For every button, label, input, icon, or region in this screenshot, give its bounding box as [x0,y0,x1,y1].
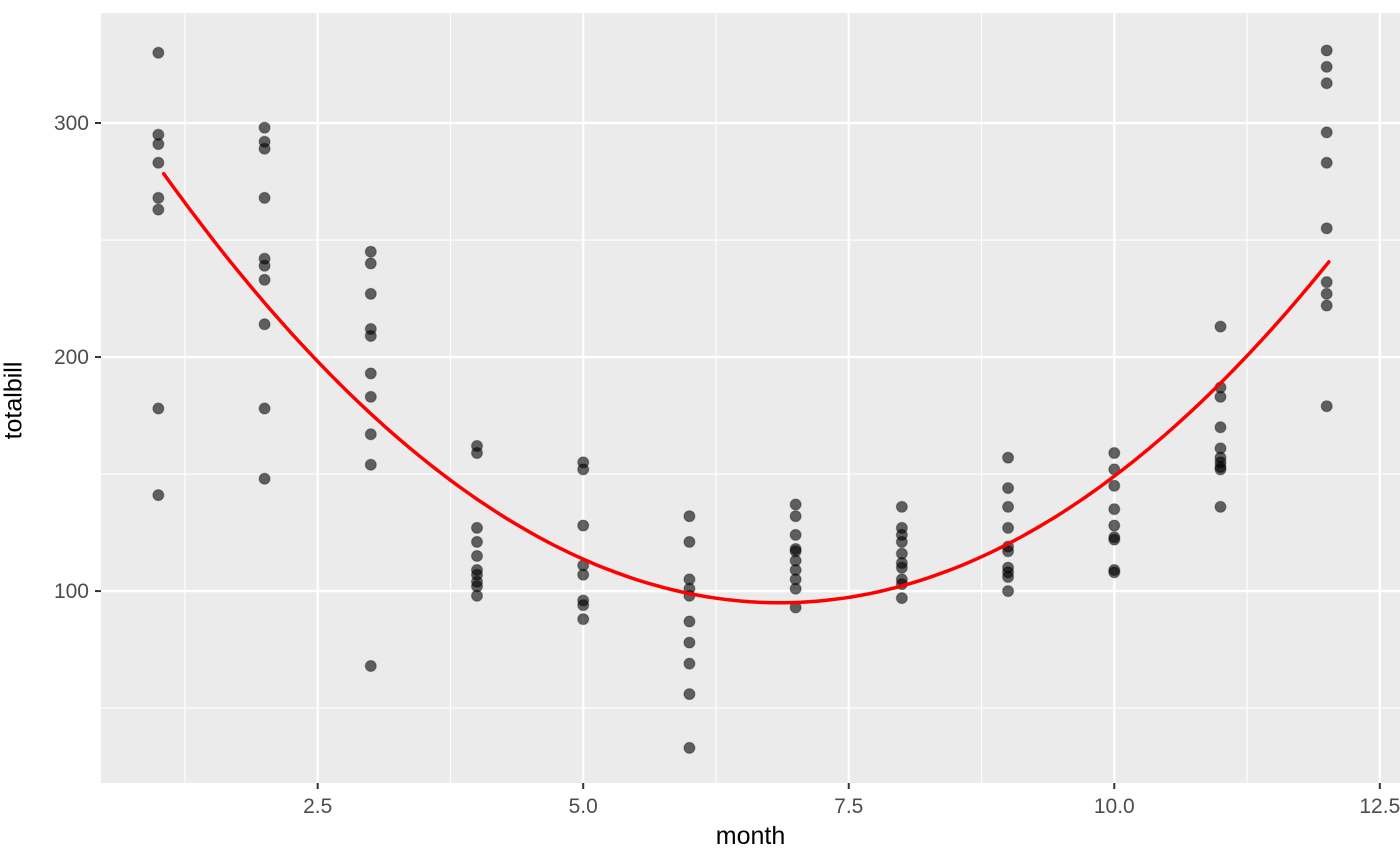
scatter-point [1108,519,1121,532]
scatter-point [1320,77,1333,90]
scatter-point [364,257,377,270]
scatter-point [152,489,165,502]
scatter-point [1108,479,1121,492]
scatter-point [364,329,377,343]
scatter-point [577,613,590,626]
y-tick-label: 100 [54,580,89,603]
y-tick-label: 200 [54,346,89,369]
scatter-point [258,402,271,415]
x-tick-label: 5.0 [569,795,598,818]
scatter-point [258,121,271,134]
x-tick-label: 2.5 [303,795,332,818]
scatter-point [470,549,484,563]
scatter-point [470,446,484,460]
y-tick-label: 300 [54,112,89,135]
scatter-point [1108,446,1121,460]
x-tick-label: 7.5 [834,795,863,818]
scatter-point [1001,482,1015,495]
scatter-point [152,46,165,59]
trend-line [161,171,1331,605]
scatter-point [1214,390,1227,403]
scatter-point [364,287,377,300]
scatter-point [895,500,908,513]
scatter-point [1214,500,1227,513]
scatter-point [470,589,484,602]
scatter-point [152,156,165,169]
scatter-point [895,535,908,549]
scatter-point [152,137,165,151]
scatter-point [1320,44,1333,57]
scatter-point [895,561,908,574]
scatter-point [683,615,696,628]
scatter-point [1108,503,1121,516]
scatter-point [577,519,590,532]
scatter-point [364,390,377,403]
scatter-point [364,367,377,380]
scatter-point [152,191,165,204]
scatter-point [1001,451,1015,464]
scatter-point [1320,299,1333,312]
scatter-point [152,203,165,216]
scatter-point [1320,287,1333,300]
scatter-point [364,659,377,673]
scatter-point [364,428,377,441]
scatter-point [895,592,908,605]
scatter-point [1001,584,1015,598]
scatter-point [1001,570,1015,584]
x-tick-label: 12.5 [1359,795,1400,818]
scatter-point [683,741,696,754]
scatter-point [1320,400,1333,413]
scatter-point [1320,126,1333,139]
scatter-point [683,535,696,549]
scatter-point [577,599,590,612]
scatter-point [683,657,696,670]
scatter-point [683,510,696,523]
scatter-point [1214,463,1227,476]
scatter-point [683,636,696,649]
scatter-point [1320,276,1333,289]
scatter-point [258,191,271,204]
scatter-point [683,687,696,701]
scatter-point [470,521,484,534]
scatter-point [258,273,271,286]
scatter-point [789,582,802,595]
scatter-point [364,458,377,471]
y-axis-title: totalbill [0,361,28,440]
scatter-point [1214,320,1227,333]
scatter-point [1320,222,1333,235]
scatter-point [152,402,165,415]
scatter-point [1001,521,1015,534]
scatter-point [1001,500,1015,513]
scatter-point [258,142,271,155]
scatter-point [258,318,271,331]
scatter-point [364,245,377,258]
x-tick-label: 10.0 [1094,795,1135,818]
scatter-point [258,472,271,485]
scatter-point [789,510,802,523]
scatter-point [789,528,802,542]
scatter-point [258,259,271,272]
scatter-point [577,568,590,581]
scatter-point [789,498,802,511]
scatter-point [1214,421,1227,434]
x-axis-title: month [715,822,786,850]
scatter-point [1320,156,1333,169]
scatter-point [577,463,590,476]
scatter-point [1108,533,1121,546]
scatter-point [1108,566,1121,579]
scatter-point [1320,60,1333,73]
scatter-point [470,535,484,549]
